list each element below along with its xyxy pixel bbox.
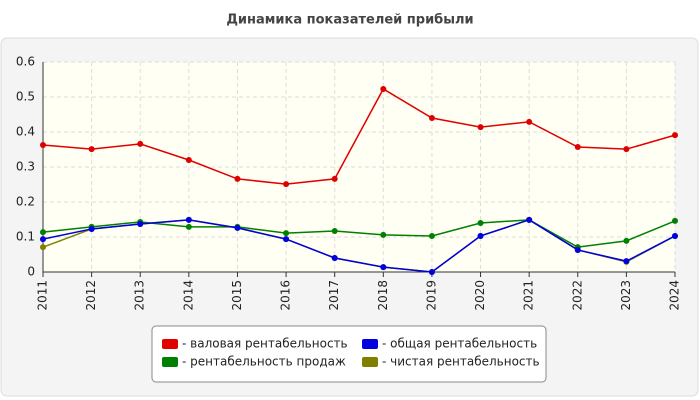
series-line — [42, 219, 676, 273]
y-tick-label: 0.6 — [16, 55, 35, 69]
point — [526, 118, 533, 125]
point — [331, 228, 338, 235]
legend-label: - рентабельность продаж — [182, 355, 346, 369]
point — [40, 229, 46, 236]
point — [88, 225, 95, 232]
point — [137, 221, 144, 228]
point — [477, 220, 484, 226]
point — [477, 232, 484, 239]
legend-label: - чистая рентабельность — [382, 355, 540, 369]
point — [623, 237, 630, 244]
point — [380, 231, 387, 238]
legend — [151, 325, 547, 383]
x-tick-label: 2015 — [230, 280, 244, 311]
x-tick-label: 2011 — [36, 280, 50, 311]
point — [526, 216, 533, 223]
point — [672, 232, 678, 239]
legend-swatch — [362, 357, 378, 367]
legend-swatch — [162, 357, 178, 367]
chart-title: Динамика показателей прибыли — [226, 13, 473, 28]
x-tick-label: 2016 — [279, 280, 293, 311]
point — [574, 246, 581, 253]
point — [672, 132, 678, 139]
point — [234, 175, 241, 182]
y-tick-label: 0.1 — [16, 230, 35, 244]
x-tick-label: 2017 — [327, 280, 341, 311]
point — [185, 216, 192, 223]
point — [283, 181, 290, 188]
point — [574, 144, 581, 151]
y-tick-label: 0.5 — [16, 90, 35, 104]
legend-label: - валовая рентабельность — [182, 337, 348, 351]
point — [137, 140, 144, 147]
y-tick-label: 0.3 — [16, 160, 35, 174]
x-tick-label: 2013 — [133, 280, 147, 311]
y-tick-label: 0.2 — [16, 195, 35, 209]
x-tick-label: 2021 — [522, 280, 536, 311]
point — [477, 124, 484, 131]
point — [234, 224, 241, 231]
point — [623, 258, 630, 265]
point — [40, 244, 46, 251]
legend-label: - общая рентабельность — [382, 337, 537, 351]
point — [185, 223, 192, 230]
x-tick-label: 2014 — [181, 280, 195, 311]
series-line — [42, 87, 676, 185]
point — [331, 255, 338, 261]
y-tick-label: 0 — [27, 265, 35, 279]
x-tick-label: 2019 — [424, 280, 438, 311]
point — [428, 269, 435, 275]
point — [331, 175, 338, 182]
point — [283, 236, 290, 243]
legend-swatch — [362, 339, 378, 349]
x-tick-label: 2012 — [84, 280, 98, 311]
point — [40, 236, 46, 243]
point — [672, 217, 678, 224]
point — [88, 146, 95, 153]
point — [428, 232, 435, 239]
point — [283, 230, 290, 237]
point — [40, 141, 46, 148]
point — [380, 264, 387, 271]
point — [623, 146, 630, 153]
x-tick-label: 2023 — [619, 280, 633, 311]
x-tick-label: 2020 — [473, 280, 487, 311]
legend-swatch — [162, 339, 178, 349]
point — [428, 115, 435, 121]
x-tick-label: 2022 — [570, 280, 584, 311]
point — [185, 157, 192, 163]
x-tick-label: 2024 — [668, 280, 682, 311]
x-tick-label: 2018 — [376, 280, 390, 311]
point — [380, 85, 387, 92]
y-tick-label: 0.4 — [16, 125, 35, 139]
